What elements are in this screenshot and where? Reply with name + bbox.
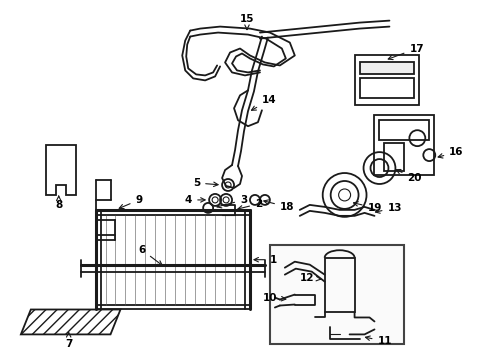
Text: 9: 9 [119, 195, 142, 209]
Text: 3: 3 [217, 195, 247, 208]
Bar [324, 258, 354, 312]
Bar [374, 115, 433, 175]
Bar [354, 55, 419, 105]
Text: 5: 5 [193, 178, 218, 188]
Text: 4: 4 [184, 195, 204, 205]
Text: 8: 8 [55, 196, 62, 210]
Text: 13: 13 [375, 203, 401, 213]
Text: 20: 20 [395, 170, 421, 183]
Text: 18: 18 [264, 200, 294, 212]
Text: 19: 19 [353, 202, 381, 213]
Bar [359, 78, 413, 98]
Text: 6: 6 [138, 245, 162, 265]
Bar [269, 245, 404, 345]
Text: 17: 17 [387, 44, 423, 60]
Bar [379, 120, 428, 140]
Text: 11: 11 [365, 336, 391, 346]
Text: 12: 12 [300, 273, 320, 283]
Text: 7: 7 [65, 333, 72, 349]
Bar [384, 143, 404, 171]
Text: 14: 14 [251, 95, 276, 110]
Bar [359, 62, 413, 75]
Text: 10: 10 [262, 293, 285, 302]
Text: 15: 15 [239, 14, 254, 30]
Text: 1: 1 [253, 255, 277, 265]
Text: 2: 2 [238, 199, 262, 210]
Text: 16: 16 [437, 147, 463, 158]
